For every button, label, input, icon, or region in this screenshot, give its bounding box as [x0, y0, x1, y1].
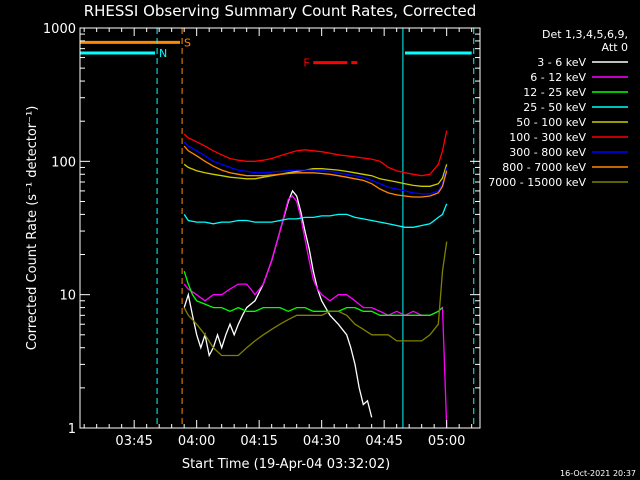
y-tick-label: 1: [68, 422, 76, 437]
series-line-7000-15000-kev: [183, 241, 448, 357]
legend-entry-label: 25 - 50 keV: [523, 101, 586, 114]
y-tick-label: 1000: [43, 22, 76, 37]
series-line-25-50-kev: [183, 203, 448, 228]
legend-header: Det 1,3,4,5,6,9,: [542, 28, 628, 41]
legend-entry-label: 7000 - 15000 keV: [488, 176, 586, 189]
series-line-50-100-kev: [183, 163, 448, 187]
x-axis-label: Start Time (19-Apr-04 03:32:02): [182, 457, 390, 472]
legend-entry-label: 300 - 800 keV: [509, 146, 586, 159]
legend-entry-label: 12 - 25 keV: [523, 86, 586, 99]
footer-date: 16-Oct-2021 20:37: [560, 469, 636, 478]
annotation-label-n: N: [159, 47, 167, 60]
series-line-300-800-kev: [183, 141, 448, 195]
axes-layer: 1 10 100 1000 03:45 04:00 04:15 04:30 04:45 05:00: [43, 22, 481, 449]
legend-entry-label: 100 - 300 keV: [509, 131, 586, 144]
annotation-label-f: F: [303, 57, 309, 70]
chart-title: RHESSI Observing Summary Count Rates, Co…: [84, 2, 477, 20]
series-line-6-12-kev: [183, 195, 448, 429]
annotation-label-s: S: [184, 36, 191, 49]
series-line-3-6-kev: [183, 189, 373, 418]
series-line-100-300-kev: [183, 130, 448, 177]
legend-entry-label: 800 - 7000 keV: [502, 161, 586, 174]
legend: Det 1,3,4,5,6,9,Att 0 3 - 6 keV 6 - 12 keV…: [488, 28, 628, 189]
x-tick-label: 04:00: [178, 434, 215, 449]
y-axis-label: Corrected Count Rate (s⁻¹ detector⁻¹): [25, 106, 40, 351]
y-tick-label: 100: [51, 155, 76, 170]
y-tick-label: 10: [59, 289, 76, 304]
plot-frame: [79, 27, 481, 429]
legend-entry-label: 3 - 6 keV: [537, 56, 586, 69]
series-layer: [183, 130, 448, 429]
series-line-800-7000-kev: [183, 145, 448, 198]
x-tick-label: 05:00: [428, 434, 465, 449]
legend-entry-label: 50 - 100 keV: [516, 116, 586, 129]
annotation-layer: S N F: [80, 28, 475, 428]
x-tick-label: 04:45: [365, 434, 402, 449]
legend-header: Att 0: [602, 41, 628, 54]
x-tick-label: 04:15: [240, 434, 277, 449]
series-line-12-25-kev: [183, 271, 443, 316]
x-tick-label: 03:45: [115, 434, 152, 449]
legend-entry-label: 6 - 12 keV: [530, 71, 586, 84]
x-tick-label: 04:30: [303, 434, 340, 449]
